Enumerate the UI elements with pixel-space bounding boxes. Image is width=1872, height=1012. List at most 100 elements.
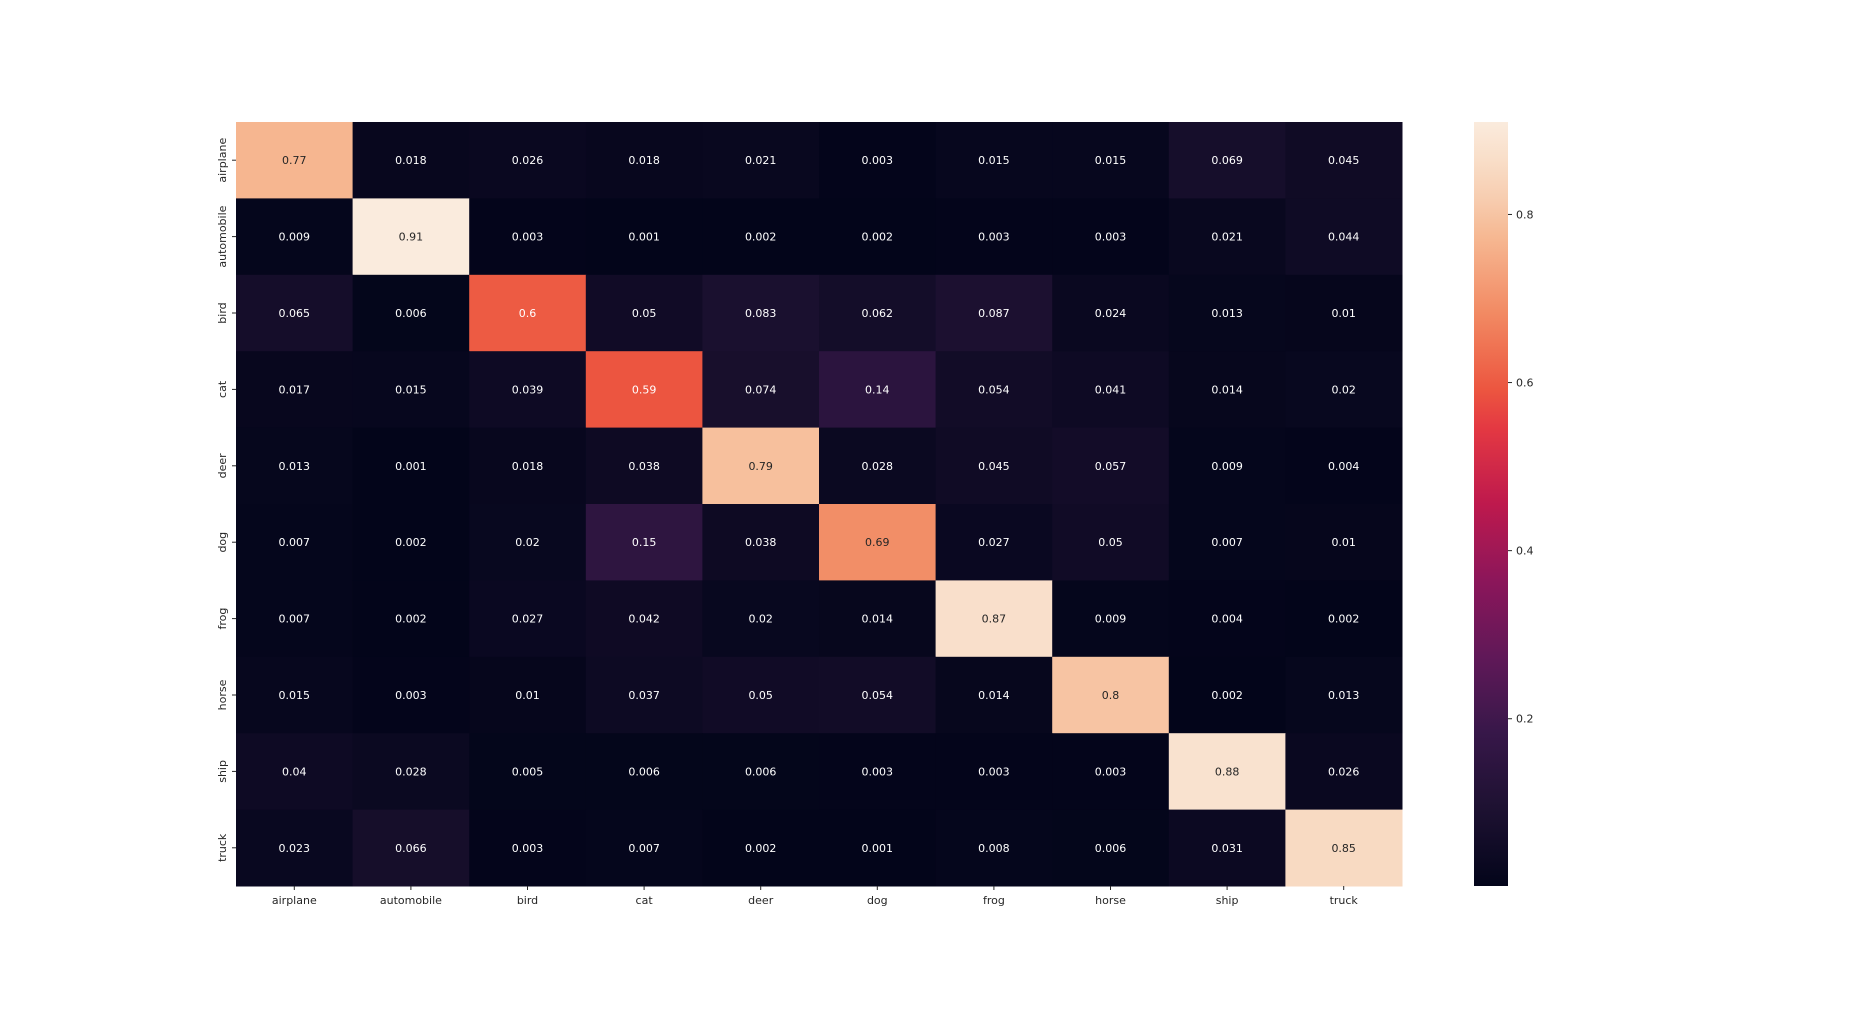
cell-value-label: 0.038 <box>745 536 777 549</box>
heatmap-cell-bird-frog <box>935 274 1053 352</box>
cell-value-label: 0.069 <box>1211 154 1243 167</box>
cell-value-label: 0.003 <box>512 231 544 244</box>
x-tick-label-truck: truck <box>1330 894 1359 907</box>
heatmap-cell-cat-ship <box>1168 351 1286 429</box>
cell-value-label: 0.021 <box>1211 231 1243 244</box>
y-tick-label-frog: frog <box>216 608 229 630</box>
cell-value-label: 0.003 <box>395 689 427 702</box>
heatmap-cell-ship-deer <box>702 733 820 811</box>
heatmap-cell-airplane-automobile <box>352 122 470 199</box>
cell-value-label: 0.85 <box>1331 842 1356 855</box>
cell-value-label: 0.045 <box>978 460 1010 473</box>
heatmap-cell-horse-automobile <box>352 656 470 734</box>
cell-value-label: 0.04 <box>282 765 307 778</box>
heatmap-cell-bird-deer <box>702 274 820 352</box>
heatmap-cell-truck-horse <box>1052 809 1170 887</box>
heatmap-cell-ship-airplane <box>236 733 354 811</box>
x-tick-label-dog: dog <box>867 894 888 907</box>
y-tick-label-bird: bird <box>216 302 229 323</box>
y-tick-label-ship: ship <box>216 760 229 783</box>
cell-value-label: 0.039 <box>512 383 544 396</box>
heatmap-cell-dog-ship <box>1168 504 1286 581</box>
cell-value-label: 0.031 <box>1211 842 1243 855</box>
heatmap-cell-cat-dog <box>819 351 937 429</box>
heatmap-cell-horse-cat <box>585 656 703 734</box>
cell-value-label: 0.88 <box>1215 765 1240 778</box>
heatmap-cell-horse-horse <box>1052 656 1170 734</box>
cell-value-label: 0.015 <box>395 383 427 396</box>
heatmap-cell-frog-truck <box>1285 580 1403 658</box>
heatmap-cell-truck-frog <box>935 809 1053 887</box>
cell-value-label: 0.066 <box>395 842 427 855</box>
heatmap-cell-automobile-frog <box>935 198 1053 276</box>
colorbar-tick-label: 0.8 <box>1516 208 1534 221</box>
cell-value-label: 0.014 <box>862 613 894 626</box>
cell-value-label: 0.87 <box>982 613 1007 626</box>
cell-value-label: 0.15 <box>632 536 657 549</box>
heatmap-cell-frog-frog <box>935 580 1053 658</box>
cell-value-label: 0.013 <box>1328 689 1360 702</box>
y-tick-label-truck: truck <box>216 833 229 862</box>
y-tick-label-dog: dog <box>216 532 229 553</box>
cell-value-label: 0.14 <box>865 383 890 396</box>
heatmap-cell-ship-bird <box>469 733 587 811</box>
cell-value-label: 0.01 <box>1331 307 1356 320</box>
heatmap-cell-deer-cat <box>585 427 703 505</box>
cell-value-label: 0.083 <box>745 307 777 320</box>
heatmap-cell-cat-bird <box>469 351 587 429</box>
cell-value-label: 0.045 <box>1328 154 1360 167</box>
cell-value-label: 0.59 <box>632 383 657 396</box>
cell-value-label: 0.01 <box>515 689 540 702</box>
heatmap-cell-bird-bird <box>469 274 587 352</box>
y-tick-label-deer: deer <box>216 453 229 479</box>
cell-value-label: 0.015 <box>279 689 311 702</box>
cell-value-label: 0.002 <box>745 231 777 244</box>
cell-value-label: 0.009 <box>1211 460 1243 473</box>
heatmap-cell-airplane-bird <box>469 122 587 199</box>
colorbar: 0.2 0.4 0.6 0.8 <box>1474 122 1534 886</box>
cell-value-label: 0.05 <box>632 307 657 320</box>
cell-value-label: 0.006 <box>1095 842 1127 855</box>
cell-value-label: 0.006 <box>628 765 660 778</box>
y-tick-label-cat: cat <box>216 380 229 398</box>
cell-value-label: 0.028 <box>862 460 894 473</box>
heatmap-cell-ship-horse <box>1052 733 1170 811</box>
heatmap-cell-airplane-truck <box>1285 122 1403 199</box>
heatmap-cell-truck-airplane <box>236 809 354 887</box>
heatmap-cell-ship-truck <box>1285 733 1403 811</box>
heatmap-cell-deer-frog <box>935 427 1053 505</box>
cell-value-label: 0.054 <box>978 383 1010 396</box>
cell-value-label: 0.004 <box>1211 613 1243 626</box>
heatmap-cell-truck-cat <box>585 809 703 887</box>
x-tick-label-airplane: airplane <box>272 894 317 907</box>
cell-value-label: 0.074 <box>745 383 777 396</box>
heatmap-cell-horse-deer <box>702 656 820 734</box>
y-tick-label-automobile: automobile <box>216 205 229 267</box>
heatmap-cell-dog-truck <box>1285 504 1403 581</box>
cell-value-label: 0.054 <box>862 689 894 702</box>
heatmap-cell-airplane-deer <box>702 122 820 199</box>
heatmap-cell-cat-truck <box>1285 351 1403 429</box>
cell-value-label: 0.042 <box>628 613 660 626</box>
cell-value-label: 0.02 <box>1331 383 1356 396</box>
colorbar-tick-label: 0.4 <box>1516 545 1534 558</box>
heatmap-cell-airplane-frog <box>935 122 1053 199</box>
heatmap-cell-cat-frog <box>935 351 1053 429</box>
cell-value-label: 0.002 <box>395 613 427 626</box>
cell-value-label: 0.007 <box>279 536 311 549</box>
heatmap-cell-cat-airplane <box>236 351 354 429</box>
heatmap-cell-bird-ship <box>1168 274 1286 352</box>
heatmap-cell-dog-horse <box>1052 504 1170 581</box>
heatmap-cell-horse-airplane <box>236 656 354 734</box>
x-axis-tick-labels: airplane automobile bird cat deer dog frog hors… <box>272 886 1359 907</box>
cell-value-label: 0.026 <box>512 154 544 167</box>
heatmap-cell-cat-horse <box>1052 351 1170 429</box>
cell-value-label: 0.018 <box>512 460 544 473</box>
cell-value-label: 0.003 <box>862 765 894 778</box>
cell-value-label: 0.028 <box>395 765 427 778</box>
cell-value-label: 0.037 <box>628 689 660 702</box>
heatmap-cell-frog-ship <box>1168 580 1286 658</box>
cell-value-label: 0.024 <box>1095 307 1127 320</box>
cell-value-label: 0.003 <box>1095 231 1127 244</box>
